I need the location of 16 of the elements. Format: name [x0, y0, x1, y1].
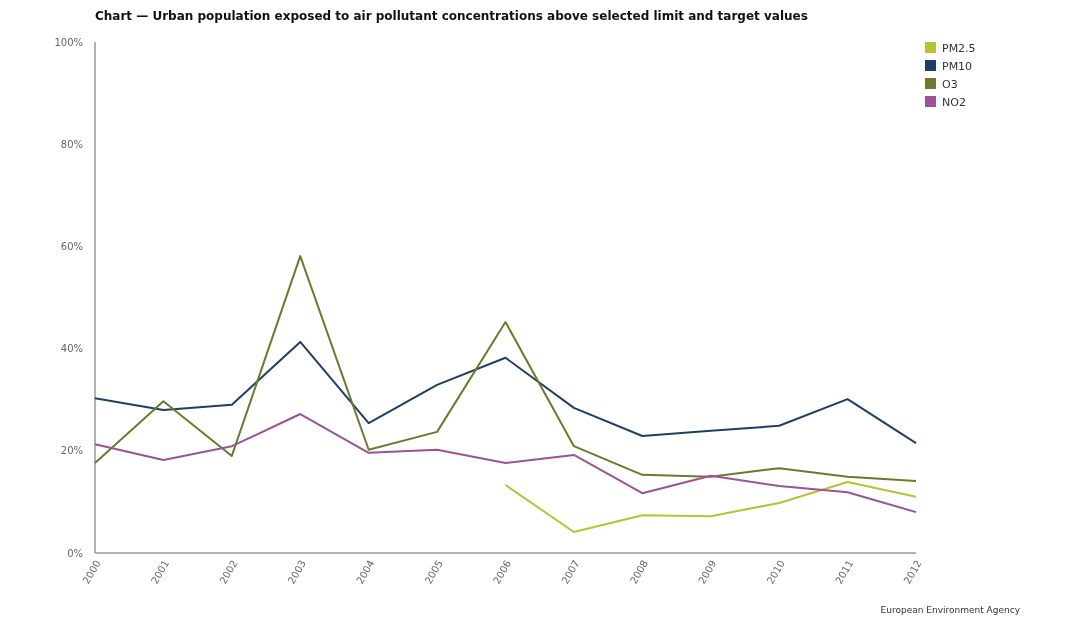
legend-label: PM10: [942, 59, 973, 73]
legend-label: NO2: [942, 95, 966, 109]
y-tick-label: 0%: [67, 547, 83, 559]
line-series: [94, 340, 917, 445]
legend-label: O3: [942, 77, 958, 91]
y-tick-label: 40%: [60, 343, 83, 355]
y-tick-label: 100%: [54, 36, 83, 48]
y-tick-label: 20%: [60, 445, 83, 457]
text: European Environment Agency: [880, 605, 1021, 615]
legend-label: PM2.5: [942, 41, 976, 55]
y-tick-label: 80%: [60, 138, 83, 150]
y-tick-label: 60%: [60, 240, 83, 252]
line-series: [504, 480, 917, 534]
line-series: [94, 255, 917, 482]
chart-title: Chart — Urban population exposed to air pollutant concentrations above selected limit and target values: [95, 9, 808, 23]
line-series: [94, 413, 917, 514]
